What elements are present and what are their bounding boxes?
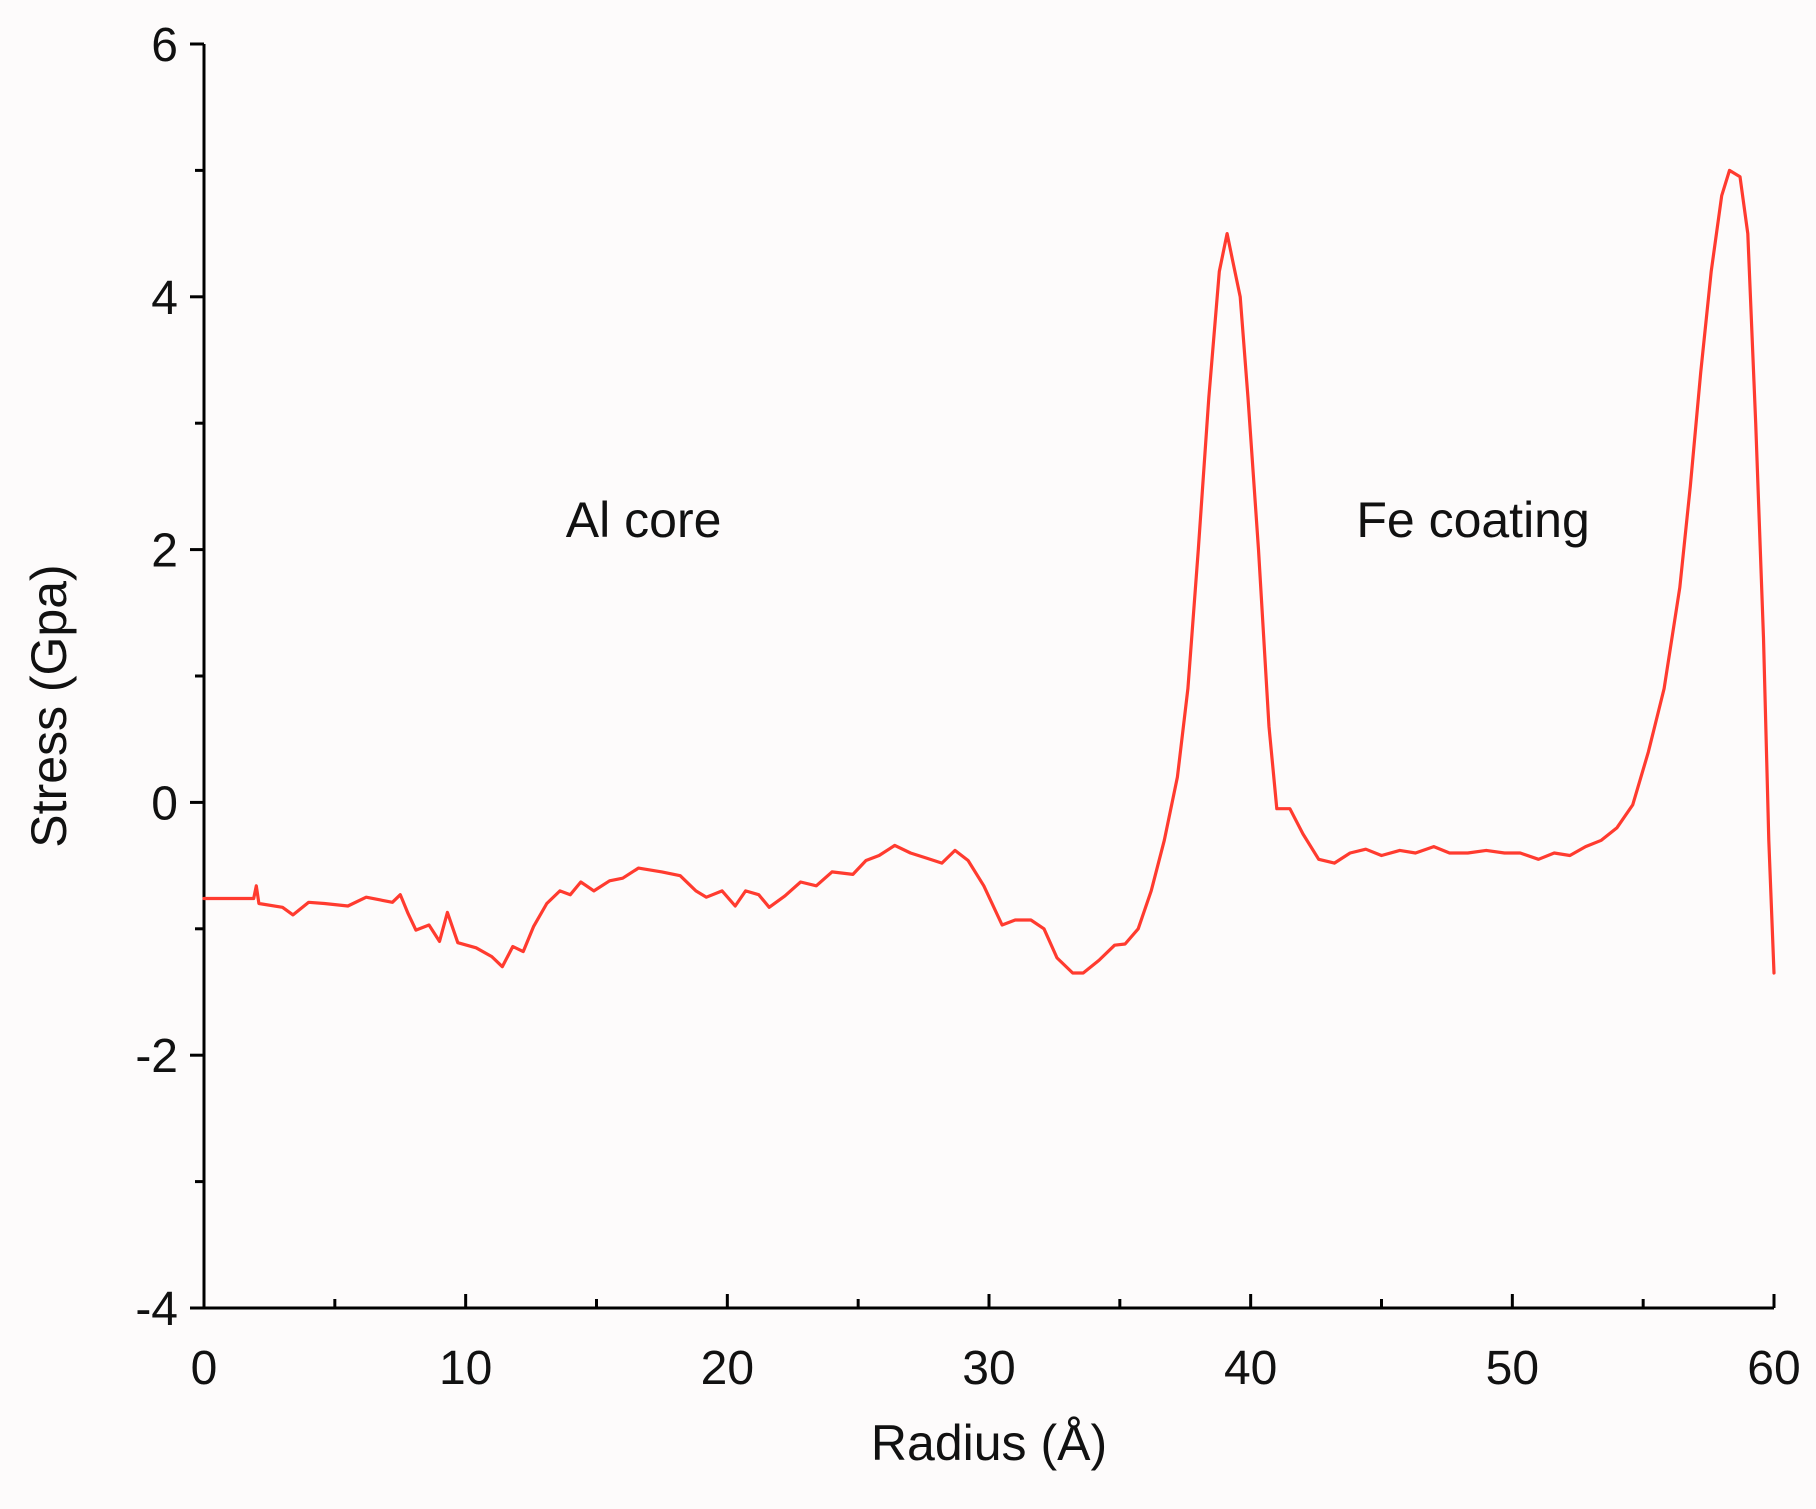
annotation-layer: Al core Fe coating bbox=[566, 492, 1590, 548]
x-axis-label: Radius (Å) bbox=[871, 1415, 1107, 1471]
y-axis-label: Stress (Gpa) bbox=[21, 564, 77, 847]
x-tick-label: 10 bbox=[439, 1342, 492, 1395]
x-tick-label: 0 bbox=[191, 1342, 218, 1395]
x-tick-label: 30 bbox=[962, 1342, 1015, 1395]
y-tick-label: 0 bbox=[151, 777, 178, 830]
ticks: 0 10 20 30 40 50 60 -4 -2 0 2 4 6 bbox=[135, 19, 1800, 1395]
y-tick-label: 4 bbox=[151, 272, 178, 325]
y-tick-label: -4 bbox=[135, 1283, 178, 1336]
y-tick-label: 6 bbox=[151, 19, 178, 72]
x-tick-label: 50 bbox=[1486, 1342, 1539, 1395]
y-tick-label: 2 bbox=[151, 525, 178, 578]
series-layer bbox=[202, 168, 1776, 975]
x-tick-label: 60 bbox=[1747, 1342, 1800, 1395]
axes bbox=[202, 44, 1774, 1310]
chart-annotation: Fe coating bbox=[1356, 492, 1589, 548]
x-tick-label: 20 bbox=[701, 1342, 754, 1395]
x-tick-label: 40 bbox=[1224, 1342, 1277, 1395]
y-tick-label: -2 bbox=[135, 1030, 178, 1083]
chart-annotation: Al core bbox=[566, 492, 722, 548]
stress-series-line bbox=[202, 168, 1776, 975]
